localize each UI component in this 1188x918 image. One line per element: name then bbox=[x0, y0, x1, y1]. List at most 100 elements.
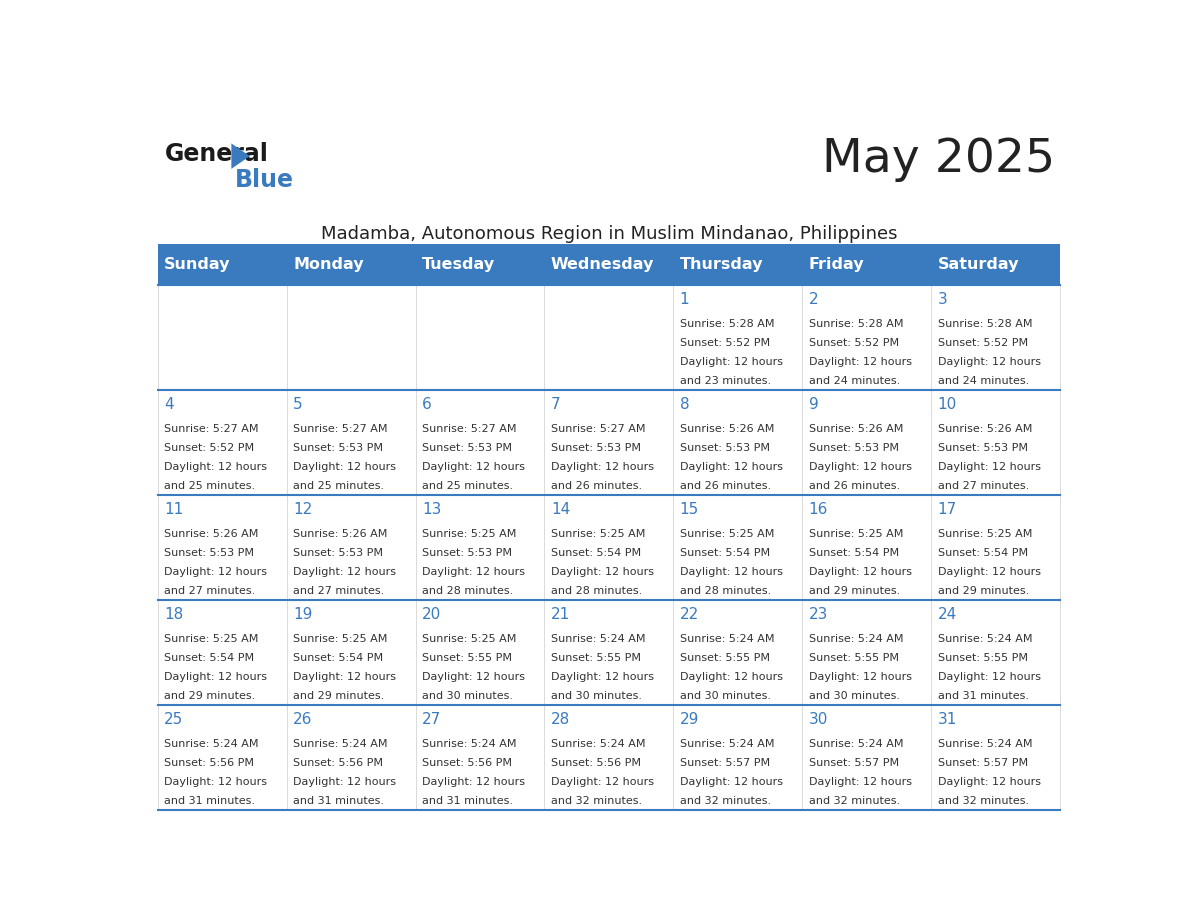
Text: Sunset: 5:56 PM: Sunset: 5:56 PM bbox=[422, 758, 512, 768]
Text: 6: 6 bbox=[422, 397, 431, 412]
Text: Sunset: 5:55 PM: Sunset: 5:55 PM bbox=[422, 653, 512, 663]
Text: Sunset: 5:57 PM: Sunset: 5:57 PM bbox=[937, 758, 1028, 768]
Text: 31: 31 bbox=[937, 712, 956, 727]
Text: and 26 minutes.: and 26 minutes. bbox=[680, 481, 771, 491]
Text: Daylight: 12 hours: Daylight: 12 hours bbox=[164, 567, 267, 577]
Text: Daylight: 12 hours: Daylight: 12 hours bbox=[809, 567, 911, 577]
Text: Sunrise: 5:24 AM: Sunrise: 5:24 AM bbox=[937, 739, 1032, 749]
Text: Daylight: 12 hours: Daylight: 12 hours bbox=[680, 777, 783, 787]
Text: Sunset: 5:52 PM: Sunset: 5:52 PM bbox=[809, 338, 899, 348]
Text: Sunrise: 5:26 AM: Sunrise: 5:26 AM bbox=[937, 424, 1032, 433]
Text: 19: 19 bbox=[293, 607, 312, 621]
Text: Sunset: 5:55 PM: Sunset: 5:55 PM bbox=[680, 653, 770, 663]
Text: Sunrise: 5:24 AM: Sunrise: 5:24 AM bbox=[422, 739, 517, 749]
Text: 1: 1 bbox=[680, 292, 689, 307]
Bar bbox=[158, 285, 1060, 390]
Text: May 2025: May 2025 bbox=[822, 137, 1055, 182]
Text: and 26 minutes.: and 26 minutes. bbox=[809, 481, 899, 491]
Text: General: General bbox=[165, 142, 268, 166]
Text: Sunrise: 5:24 AM: Sunrise: 5:24 AM bbox=[164, 739, 259, 749]
Text: 30: 30 bbox=[809, 712, 828, 727]
Bar bbox=[931, 244, 1060, 285]
Text: Sunset: 5:52 PM: Sunset: 5:52 PM bbox=[164, 442, 254, 453]
Text: Daylight: 12 hours: Daylight: 12 hours bbox=[551, 462, 653, 472]
Text: Daylight: 12 hours: Daylight: 12 hours bbox=[551, 672, 653, 682]
Text: Daylight: 12 hours: Daylight: 12 hours bbox=[937, 462, 1041, 472]
Text: Daylight: 12 hours: Daylight: 12 hours bbox=[937, 672, 1041, 682]
Bar bbox=[158, 495, 1060, 599]
Text: Sunrise: 5:25 AM: Sunrise: 5:25 AM bbox=[164, 633, 259, 644]
Text: Sunset: 5:53 PM: Sunset: 5:53 PM bbox=[809, 442, 898, 453]
Text: 29: 29 bbox=[680, 712, 699, 727]
Text: Sunrise: 5:24 AM: Sunrise: 5:24 AM bbox=[809, 739, 903, 749]
Text: Daylight: 12 hours: Daylight: 12 hours bbox=[293, 462, 396, 472]
Text: Daylight: 12 hours: Daylight: 12 hours bbox=[164, 672, 267, 682]
Text: and 31 minutes.: and 31 minutes. bbox=[164, 796, 255, 806]
Text: Daylight: 12 hours: Daylight: 12 hours bbox=[680, 672, 783, 682]
Text: 9: 9 bbox=[809, 397, 819, 412]
Text: 26: 26 bbox=[293, 712, 312, 727]
Text: Sunset: 5:55 PM: Sunset: 5:55 PM bbox=[551, 653, 640, 663]
Text: and 25 minutes.: and 25 minutes. bbox=[293, 481, 384, 491]
Text: 2: 2 bbox=[809, 292, 819, 307]
Text: and 29 minutes.: and 29 minutes. bbox=[293, 691, 384, 701]
Text: Sunrise: 5:24 AM: Sunrise: 5:24 AM bbox=[680, 739, 775, 749]
Text: 22: 22 bbox=[680, 607, 699, 621]
Text: Sunrise: 5:24 AM: Sunrise: 5:24 AM bbox=[937, 633, 1032, 644]
Text: Daylight: 12 hours: Daylight: 12 hours bbox=[937, 357, 1041, 367]
Text: Sunrise: 5:25 AM: Sunrise: 5:25 AM bbox=[680, 529, 775, 539]
Text: and 27 minutes.: and 27 minutes. bbox=[293, 586, 384, 596]
Text: and 24 minutes.: and 24 minutes. bbox=[937, 376, 1029, 386]
Text: 25: 25 bbox=[164, 712, 183, 727]
Text: Daylight: 12 hours: Daylight: 12 hours bbox=[809, 672, 911, 682]
Text: Sunrise: 5:28 AM: Sunrise: 5:28 AM bbox=[809, 319, 903, 329]
Text: Sunrise: 5:24 AM: Sunrise: 5:24 AM bbox=[809, 633, 903, 644]
Bar bbox=[416, 244, 544, 285]
Text: Daylight: 12 hours: Daylight: 12 hours bbox=[680, 357, 783, 367]
Text: Daylight: 12 hours: Daylight: 12 hours bbox=[293, 567, 396, 577]
Polygon shape bbox=[232, 143, 249, 169]
Text: Sunset: 5:55 PM: Sunset: 5:55 PM bbox=[937, 653, 1028, 663]
Text: Sunrise: 5:28 AM: Sunrise: 5:28 AM bbox=[680, 319, 775, 329]
Bar bbox=[158, 705, 1060, 810]
Text: Sunrise: 5:25 AM: Sunrise: 5:25 AM bbox=[809, 529, 903, 539]
Text: and 26 minutes.: and 26 minutes. bbox=[551, 481, 642, 491]
Text: and 31 minutes.: and 31 minutes. bbox=[937, 691, 1029, 701]
Text: Daylight: 12 hours: Daylight: 12 hours bbox=[809, 777, 911, 787]
Text: Daylight: 12 hours: Daylight: 12 hours bbox=[551, 777, 653, 787]
Text: and 30 minutes.: and 30 minutes. bbox=[422, 691, 513, 701]
Text: Sunrise: 5:24 AM: Sunrise: 5:24 AM bbox=[293, 739, 387, 749]
Text: Sunrise: 5:28 AM: Sunrise: 5:28 AM bbox=[937, 319, 1032, 329]
Text: Sunset: 5:54 PM: Sunset: 5:54 PM bbox=[164, 653, 254, 663]
Text: Sunrise: 5:25 AM: Sunrise: 5:25 AM bbox=[551, 529, 645, 539]
Text: Sunrise: 5:27 AM: Sunrise: 5:27 AM bbox=[551, 424, 645, 433]
Bar bbox=[286, 244, 416, 285]
Text: Daylight: 12 hours: Daylight: 12 hours bbox=[293, 777, 396, 787]
Text: Sunset: 5:53 PM: Sunset: 5:53 PM bbox=[422, 442, 512, 453]
Text: and 29 minutes.: and 29 minutes. bbox=[937, 586, 1029, 596]
Text: Sunrise: 5:26 AM: Sunrise: 5:26 AM bbox=[680, 424, 775, 433]
Text: 10: 10 bbox=[937, 397, 956, 412]
Text: Sunset: 5:53 PM: Sunset: 5:53 PM bbox=[680, 442, 770, 453]
Text: Sunset: 5:56 PM: Sunset: 5:56 PM bbox=[293, 758, 383, 768]
Text: 15: 15 bbox=[680, 502, 699, 517]
Text: and 29 minutes.: and 29 minutes. bbox=[809, 586, 899, 596]
Text: Sunrise: 5:24 AM: Sunrise: 5:24 AM bbox=[680, 633, 775, 644]
Text: Sunrise: 5:25 AM: Sunrise: 5:25 AM bbox=[293, 633, 387, 644]
Text: Sunset: 5:55 PM: Sunset: 5:55 PM bbox=[809, 653, 898, 663]
Text: Daylight: 12 hours: Daylight: 12 hours bbox=[809, 357, 911, 367]
Text: 20: 20 bbox=[422, 607, 441, 621]
Text: Sunset: 5:53 PM: Sunset: 5:53 PM bbox=[551, 442, 640, 453]
Text: Sunrise: 5:24 AM: Sunrise: 5:24 AM bbox=[551, 739, 645, 749]
Text: Daylight: 12 hours: Daylight: 12 hours bbox=[422, 777, 525, 787]
Text: Daylight: 12 hours: Daylight: 12 hours bbox=[809, 462, 911, 472]
Bar bbox=[158, 390, 1060, 495]
Text: and 32 minutes.: and 32 minutes. bbox=[937, 796, 1029, 806]
Text: Sunset: 5:52 PM: Sunset: 5:52 PM bbox=[937, 338, 1028, 348]
Text: Daylight: 12 hours: Daylight: 12 hours bbox=[937, 567, 1041, 577]
Text: Sunrise: 5:25 AM: Sunrise: 5:25 AM bbox=[422, 529, 517, 539]
Text: Sunset: 5:56 PM: Sunset: 5:56 PM bbox=[551, 758, 640, 768]
Text: 23: 23 bbox=[809, 607, 828, 621]
Bar bbox=[802, 244, 931, 285]
Text: 16: 16 bbox=[809, 502, 828, 517]
